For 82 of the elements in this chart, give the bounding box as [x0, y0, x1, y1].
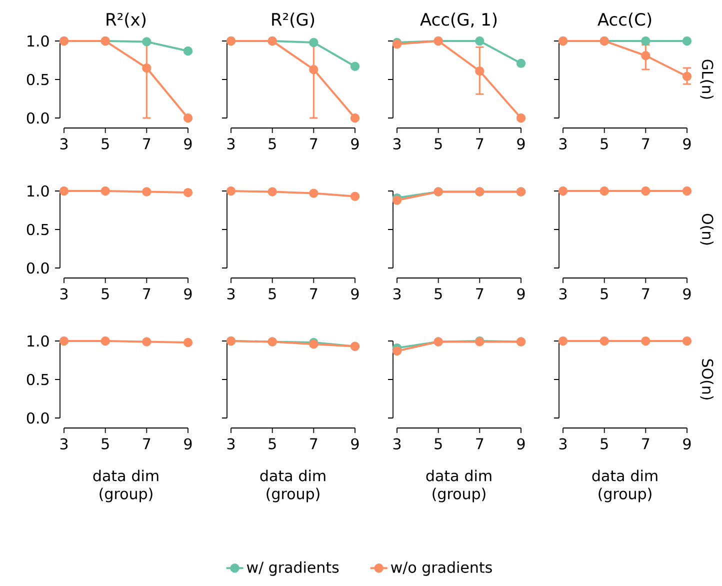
y-tick-label: 1.0 [28, 185, 49, 197]
chart-title: Acc(G, 1) [420, 12, 497, 28]
x-tick-label: 3 [227, 288, 235, 300]
x-tick-label: 9 [184, 138, 192, 150]
x-tick-label: 7 [476, 288, 484, 300]
x-tick-label: 5 [600, 438, 608, 450]
x-tick-label: 9 [351, 288, 359, 300]
legend-label: w/o gradients [390, 561, 492, 576]
y-axis-title: SO(n) [700, 359, 714, 400]
x-tick-label: 7 [143, 288, 150, 300]
x-tick-label: 5 [434, 438, 442, 450]
x-tick-label: 7 [476, 138, 484, 150]
x-tick-label: 7 [642, 138, 650, 150]
point [475, 66, 484, 76]
y-tick-label: 0.5 [26, 74, 48, 86]
x-tick-label: 9 [517, 288, 525, 300]
point [309, 64, 318, 74]
x-tick-label: 7 [310, 438, 318, 450]
x-tick-label: 3 [393, 438, 401, 450]
x-tick-label: 9 [351, 138, 359, 150]
y-tick-label: 0.5 [26, 374, 48, 386]
x-tick-label: 7 [310, 138, 318, 150]
x-tick-label: 7 [642, 288, 650, 300]
chart-title: R²(G) [272, 12, 314, 28]
x-tick-label: 5 [600, 138, 608, 150]
x-tick-label: 9 [683, 138, 691, 150]
y-tick-label: 0.0 [26, 412, 49, 424]
x-tick-label: 3 [393, 138, 401, 150]
x-tick-label: 5 [102, 288, 109, 300]
x-tick-label: 3 [60, 288, 68, 300]
x-tick-label: 9 [184, 438, 192, 450]
point [142, 63, 152, 73]
y-axis-title: GL(n) [700, 60, 714, 99]
x-tick-label: 5 [434, 288, 442, 300]
x-tick-label: 3 [393, 288, 401, 300]
x-tick-label: 3 [60, 138, 68, 150]
x-axis-title: data dim (group) [426, 470, 492, 502]
point [350, 113, 360, 123]
x-axis-title: data dim (group) [260, 470, 326, 502]
x-tick-label: 3 [60, 438, 68, 450]
x-axis-title: data dim (group) [592, 470, 658, 502]
point [475, 36, 484, 46]
x-tick-label: 5 [268, 288, 276, 300]
y-tick-label: 1.0 [28, 335, 49, 347]
y-tick-label: 0.0 [26, 262, 49, 274]
x-tick-label: 9 [517, 138, 525, 150]
x-tick-label: 3 [227, 438, 235, 450]
x-tick-label: 3 [559, 438, 567, 450]
y-tick-label: 1.0 [28, 35, 49, 47]
point [183, 113, 193, 123]
point [142, 37, 152, 46]
x-tick-label: 5 [600, 288, 608, 300]
x-tick-label: 7 [642, 438, 650, 450]
x-tick-label: 5 [102, 138, 109, 150]
point [350, 62, 360, 72]
y-axis-title: O(n) [700, 214, 714, 245]
x-tick-label: 9 [184, 288, 192, 300]
x-tick-label: 7 [310, 288, 318, 300]
y-tick-label: 0.5 [26, 224, 48, 236]
point [516, 58, 526, 68]
chart-title: R²(x) [106, 12, 146, 28]
chart-title: Acc(C) [598, 12, 652, 28]
x-tick-label: 5 [268, 438, 276, 450]
point [516, 113, 526, 123]
x-tick-label: 3 [227, 138, 235, 150]
x-tick-label: 9 [683, 438, 691, 450]
point [309, 38, 318, 48]
x-tick-label: 7 [143, 138, 150, 150]
point [183, 46, 193, 56]
y-tick-label: 0.0 [26, 112, 49, 124]
x-tick-label: 3 [559, 288, 567, 300]
x-tick-label: 3 [559, 138, 567, 150]
x-tick-label: 5 [434, 138, 442, 150]
x-tick-label: 5 [268, 138, 276, 150]
x-axis-title: data dim (group) [93, 470, 158, 502]
x-tick-label: 5 [102, 438, 109, 450]
x-tick-label: 7 [476, 438, 484, 450]
x-tick-label: 9 [683, 288, 691, 300]
x-tick-label: 7 [143, 438, 150, 450]
x-tick-label: 9 [517, 438, 525, 450]
legend-label: w/ gradients [246, 561, 339, 576]
x-tick-label: 9 [351, 438, 359, 450]
